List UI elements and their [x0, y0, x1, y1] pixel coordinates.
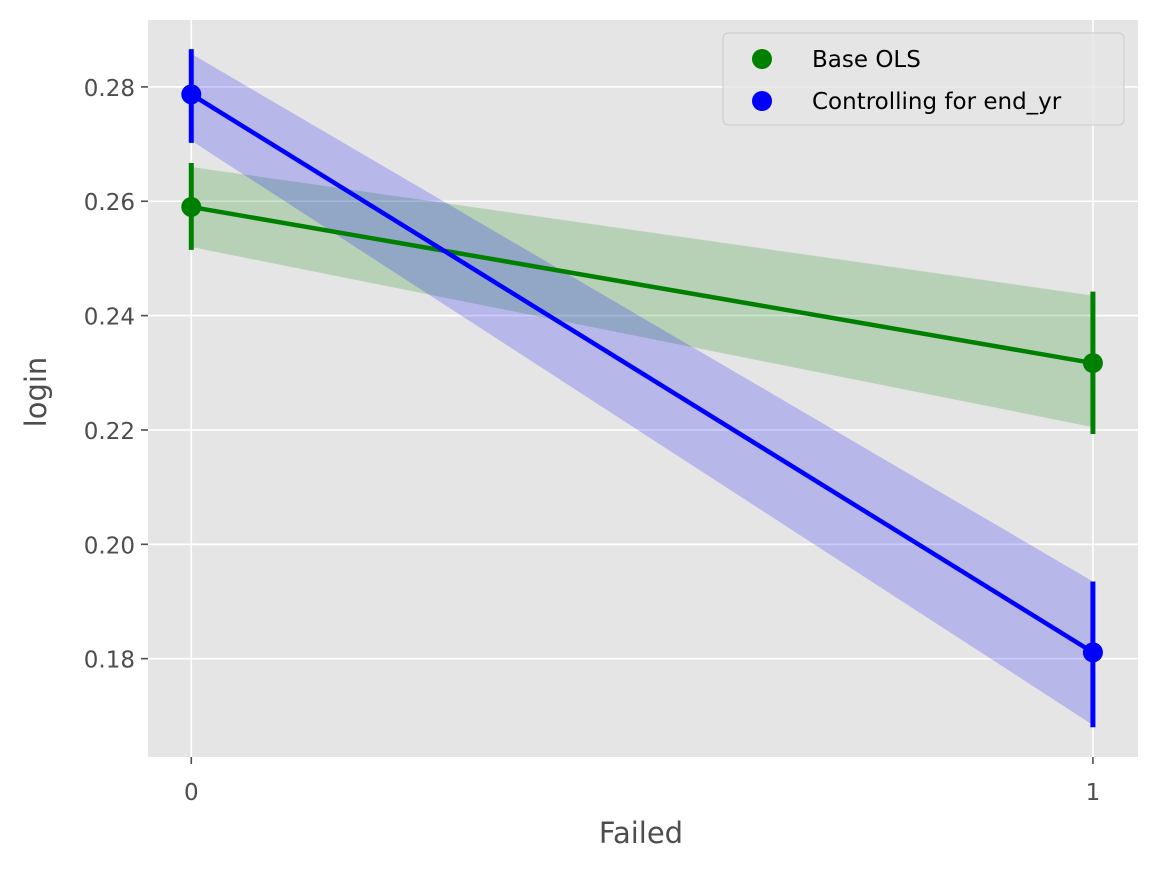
y-axis-label: login	[19, 357, 53, 428]
y-tick-label: 0.22	[84, 419, 135, 445]
legend-box	[722, 32, 1125, 126]
y-tick-label: 0.20	[84, 533, 135, 559]
grid	[148, 20, 1138, 757]
y-tick-label: 0.24	[84, 305, 135, 331]
confidence-band	[191, 53, 1093, 725]
legend-label: Controlling for end_yr	[812, 89, 1062, 115]
y-tick-label: 0.18	[84, 648, 135, 674]
y-axis-ticks: 0.18 0.20 0.22 0.24 0.26 0.28	[84, 76, 148, 674]
legend-marker	[752, 91, 772, 111]
plot-background	[148, 20, 1138, 757]
data-point	[181, 196, 202, 217]
series-line	[190, 92, 1095, 655]
x-axis-label: Failed	[599, 816, 683, 850]
x-tick-label: 0	[184, 780, 199, 806]
legend: Base OLS Controlling for end_yr	[722, 32, 1125, 126]
data-points	[181, 84, 1103, 663]
y-tick-label: 0.28	[84, 76, 135, 102]
data-point	[1082, 353, 1103, 374]
data-point	[181, 84, 202, 105]
series-line	[190, 204, 1094, 366]
legend-marker	[752, 49, 772, 69]
legend-label: Base OLS	[812, 47, 921, 73]
y-tick-label: 0.26	[84, 190, 135, 216]
x-tick-label: 1	[1086, 780, 1101, 806]
series-lines	[190, 92, 1095, 655]
data-point	[1082, 642, 1103, 663]
